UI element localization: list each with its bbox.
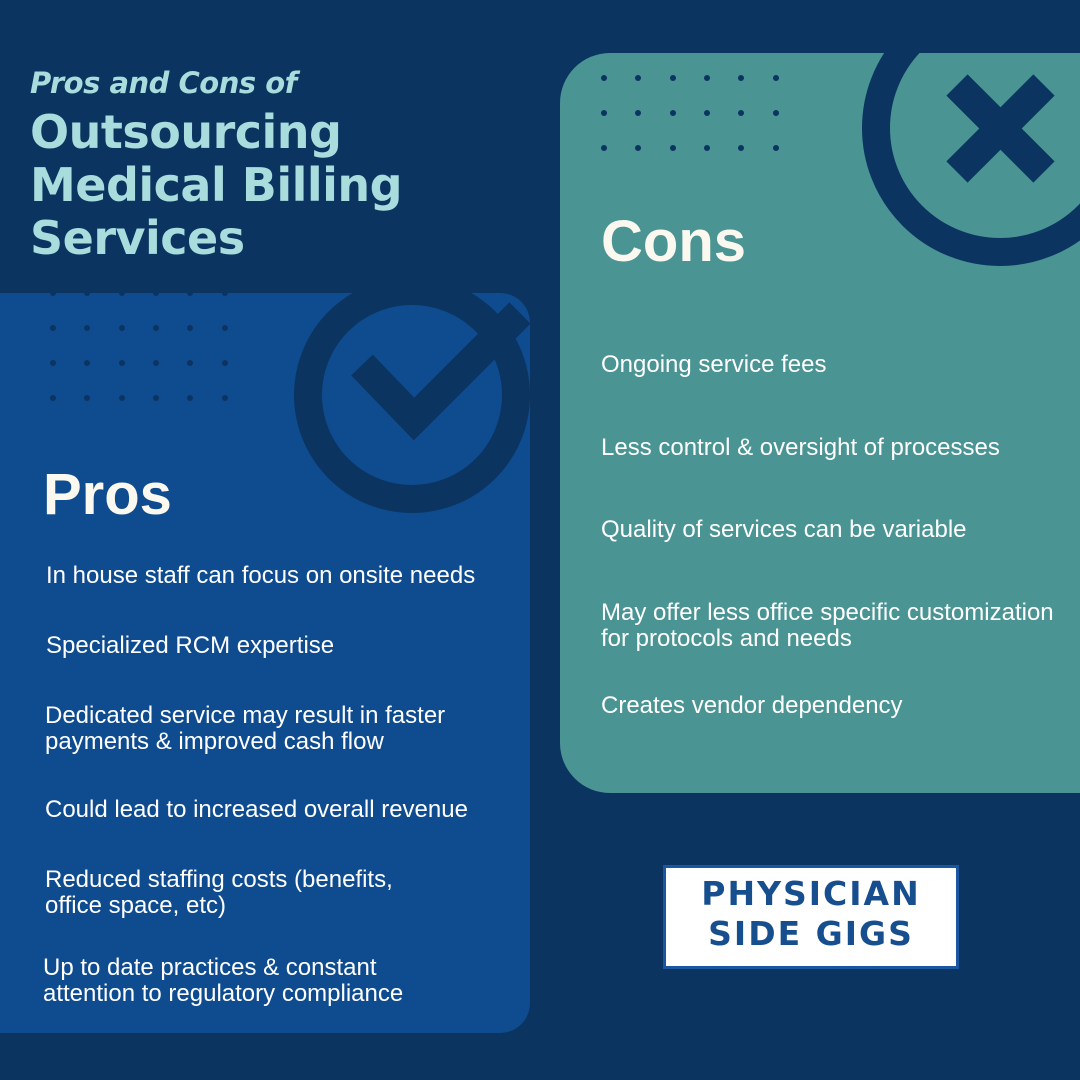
dot [187, 325, 194, 331]
title-line: Services [30, 211, 245, 265]
dot [118, 395, 125, 401]
dot [187, 360, 194, 366]
dot [635, 75, 642, 81]
dot [703, 75, 710, 81]
cons-item: Quality of services can be variable [601, 516, 967, 543]
logo-line: SIDE GIGS [708, 914, 914, 953]
dot [84, 360, 91, 366]
cons-panel: Cons Ongoing service fees Less control &… [560, 53, 1080, 793]
dot [50, 325, 56, 331]
subtitle: Pros and Cons of [30, 66, 297, 100]
dot [601, 145, 607, 151]
dot [50, 395, 56, 401]
dot [118, 325, 125, 331]
dot [221, 360, 228, 366]
title-block: Pros and Cons of Outsourcing Medical Bil… [30, 66, 403, 265]
dot [50, 293, 56, 296]
dot [118, 360, 125, 366]
dot [84, 325, 91, 331]
dot [187, 293, 194, 296]
dot [772, 145, 779, 151]
dot [669, 75, 676, 81]
dot [152, 325, 159, 331]
dot [221, 325, 228, 331]
pros-item: Dedicated service may result in faster p… [45, 702, 446, 755]
dot [772, 75, 779, 81]
dot [738, 110, 745, 116]
dot [669, 110, 676, 116]
title-line: Medical Billing [30, 158, 403, 212]
pros-item: Up to date practices & constant attentio… [43, 954, 404, 1007]
dot [703, 110, 710, 116]
dot [118, 293, 125, 296]
pros-panel: Pros In house staff can focus on onsite … [0, 293, 530, 1033]
dot [601, 75, 607, 81]
dot [152, 395, 159, 401]
dot [738, 145, 745, 151]
dot [703, 145, 710, 151]
x-circle-icon [862, 53, 1080, 266]
dot [635, 145, 642, 151]
check-circle-icon [294, 293, 530, 513]
dot [84, 395, 91, 401]
pros-item: Reduced staffing costs (benefits, office… [45, 866, 393, 919]
pros-item: In house staff can focus on onsite needs [46, 562, 476, 589]
cons-item: Creates vendor dependency [601, 692, 903, 719]
dot [84, 293, 91, 296]
dot [738, 75, 745, 81]
dot [772, 110, 779, 116]
logo-line: PHYSICIAN [701, 874, 921, 913]
dot [635, 110, 642, 116]
dot [152, 293, 159, 296]
dot [601, 110, 607, 116]
title-line: Outsourcing [30, 105, 342, 159]
dot [221, 395, 228, 401]
dot [152, 360, 159, 366]
cons-item: May offer less office specific customiza… [601, 599, 1054, 652]
cons-heading: Cons [601, 209, 746, 274]
pros-item: Could lead to increased overall revenue [45, 796, 468, 823]
dot [221, 293, 228, 296]
pros-heading: Pros [43, 462, 172, 527]
cons-item: Ongoing service fees [601, 351, 827, 378]
dot [187, 395, 194, 401]
cons-item: Less control & oversight of processes [601, 434, 1000, 461]
dot [669, 145, 676, 151]
dot [50, 360, 56, 366]
physician-side-gigs-logo: PHYSICIAN SIDE GIGS [663, 865, 959, 969]
pros-item: Specialized RCM expertise [46, 632, 335, 659]
